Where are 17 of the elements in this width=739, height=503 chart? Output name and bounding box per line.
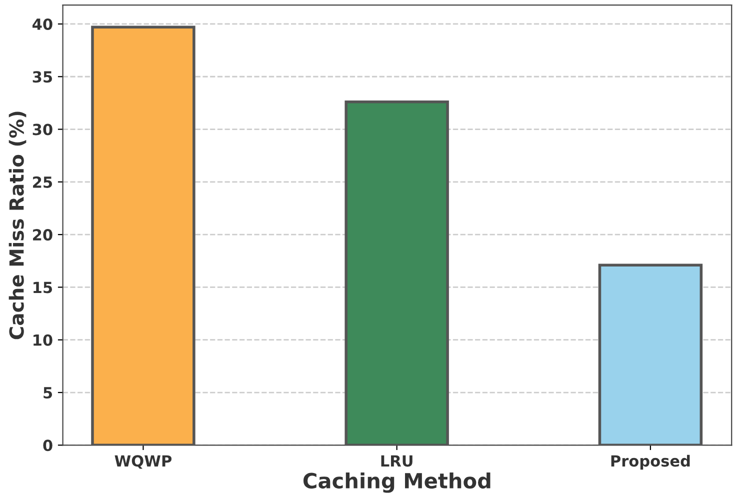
- bar: [598, 264, 703, 446]
- y-tick-label: 5: [44, 387, 52, 399]
- y-tick-label: 10: [34, 334, 52, 346]
- y-tick-label: 35: [32, 71, 52, 83]
- bar: [344, 100, 449, 446]
- x-tick-label: WQWP: [114, 455, 172, 469]
- y-tick-label: 30: [32, 124, 52, 136]
- x-axis-title: Caching Method: [303, 472, 490, 493]
- y-tick-label: 25: [33, 176, 52, 188]
- x-tick-label: Proposed: [611, 454, 690, 470]
- y-tick-label: 40: [32, 18, 52, 30]
- bar: [91, 26, 196, 446]
- y-tick-label: 0: [43, 440, 52, 452]
- y-tick-label: 20: [33, 229, 52, 241]
- y-axis-title: Cache Miss Ratio (%): [8, 112, 26, 340]
- x-tick-label: LRU: [381, 455, 412, 467]
- y-tick-label: 15: [34, 282, 52, 294]
